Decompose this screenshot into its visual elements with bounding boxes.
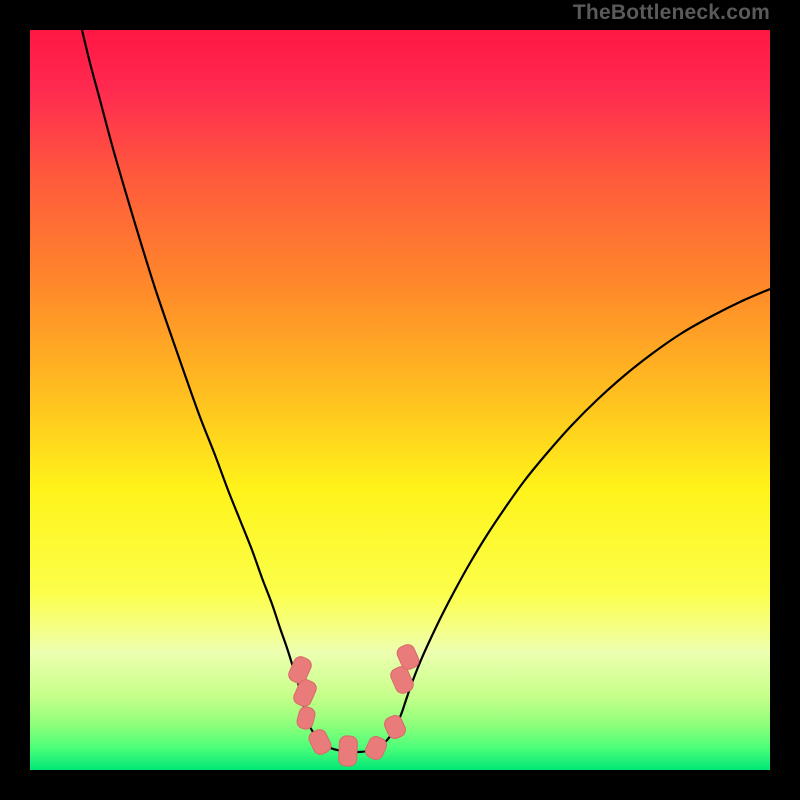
- gradient-background: [30, 30, 770, 770]
- plot-area: [30, 30, 770, 770]
- chart-container: TheBottleneck.com: [0, 0, 800, 800]
- watermark-text: TheBottleneck.com: [573, 1, 770, 25]
